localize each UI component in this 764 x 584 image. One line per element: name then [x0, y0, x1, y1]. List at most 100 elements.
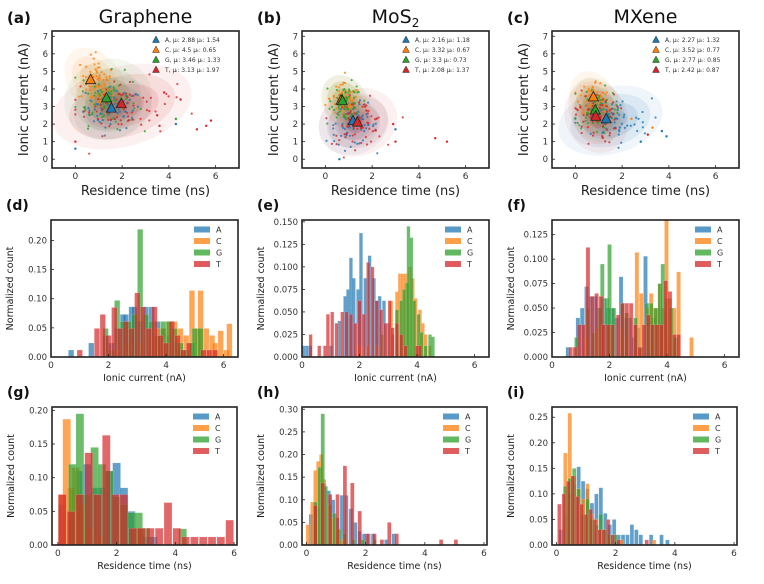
legend-swatch-G — [445, 249, 461, 256]
legend-marker-C — [402, 45, 410, 53]
data-point-C — [92, 57, 95, 60]
data-point-G — [584, 119, 587, 123]
y-tick-label: 1 — [543, 138, 548, 148]
data-point-T — [128, 80, 132, 84]
x-tick-label: 6 — [731, 549, 737, 559]
x-tick-label: 6 — [213, 172, 219, 182]
panel-label: (g) — [7, 385, 30, 401]
data-point-C — [88, 85, 91, 88]
data-point-T — [595, 120, 598, 123]
data-point-T — [646, 133, 650, 136]
data-point-T — [159, 130, 162, 133]
plot-area — [318, 71, 449, 161]
data-point-T — [434, 136, 437, 140]
data-point-G — [107, 90, 110, 93]
data-point-A — [617, 146, 620, 149]
data-point-C — [582, 112, 585, 115]
data-point-A — [122, 115, 125, 118]
data-point-G — [104, 105, 107, 109]
histogram-bar-T — [206, 349, 213, 357]
data-point-C — [591, 86, 594, 89]
legend-swatch-T — [695, 261, 711, 267]
data-point-A — [104, 126, 107, 129]
data-point-G — [113, 88, 116, 91]
data-point-A — [361, 114, 364, 117]
data-point-T — [586, 108, 589, 112]
data-point-G — [112, 86, 115, 89]
data-point-G — [335, 88, 339, 92]
panel-title: MXene — [614, 6, 678, 28]
data-point-C — [596, 91, 599, 94]
data-point-T — [97, 98, 100, 101]
data-point-G — [593, 100, 596, 104]
legend-label: A — [216, 226, 222, 235]
data-point-C — [352, 98, 355, 101]
data-point-T — [101, 135, 104, 138]
data-point-T — [601, 98, 605, 101]
histogram-bar-T — [200, 349, 207, 357]
data-point-C — [98, 74, 101, 77]
data-point-C — [84, 88, 88, 91]
histogram-bar-T — [579, 503, 584, 545]
x-tick-label: 4 — [664, 361, 670, 371]
data-point-T — [345, 132, 348, 135]
data-point-T — [601, 125, 605, 128]
data-point-C — [108, 75, 111, 78]
data-point-G — [100, 112, 104, 115]
data-point-C — [576, 100, 580, 103]
data-point-C — [590, 90, 593, 93]
data-point-T — [142, 96, 145, 99]
data-point-C — [354, 89, 358, 92]
data-point-A — [134, 92, 138, 96]
x-tick-label: 0 — [573, 172, 579, 182]
data-point-C — [327, 97, 331, 100]
data-point-T — [601, 136, 604, 140]
data-point-T — [167, 95, 170, 98]
data-point-G — [337, 111, 340, 114]
data-point-T — [364, 136, 367, 139]
data-point-A — [174, 122, 178, 126]
y-tick-label: 0.075 — [524, 280, 548, 290]
histogram-bar-A — [638, 534, 643, 545]
data-point-A — [636, 129, 639, 133]
legend-label: G — [717, 249, 723, 258]
data-point-G — [353, 96, 356, 99]
data-point-T — [132, 118, 135, 121]
data-point-T — [148, 119, 151, 122]
histogram-bar-T — [601, 324, 606, 357]
data-point-T — [368, 127, 371, 130]
data-point-T — [74, 108, 77, 111]
data-point-C — [349, 98, 352, 102]
x-tick-label: 2 — [357, 361, 363, 371]
y-tick-label: 0.05 — [29, 507, 48, 517]
data-point-C — [94, 51, 97, 54]
data-point-C — [349, 107, 352, 110]
data-point-C — [341, 90, 344, 93]
data-point-A — [639, 140, 643, 143]
data-point-G — [342, 115, 345, 119]
data-point-A — [341, 122, 344, 126]
histogram-bar-C — [226, 323, 233, 357]
histogram-bar-T — [654, 324, 660, 357]
data-point-A — [338, 158, 341, 161]
data-point-A — [654, 116, 657, 119]
data-point-C — [651, 126, 654, 129]
data-point-T — [353, 133, 357, 136]
data-point-A — [98, 121, 101, 124]
data-point-G — [353, 102, 357, 105]
data-point-A — [115, 89, 118, 92]
x-tick-label: 2 — [619, 172, 625, 182]
x-tick-label: 2 — [119, 172, 125, 182]
legend-label: C, μᵢ: 4.5 μₜ: 0.65 — [165, 47, 216, 54]
data-point-C — [341, 109, 344, 112]
data-point-C — [355, 95, 358, 98]
panel-label: (h) — [257, 385, 280, 401]
legend-marker-A — [152, 35, 160, 43]
data-point-G — [97, 92, 100, 95]
histogram-bar-T — [327, 494, 333, 545]
data-point-T — [574, 113, 578, 116]
x-tick-label: 2 — [369, 172, 375, 182]
x-tick-label: 4 — [414, 361, 420, 371]
